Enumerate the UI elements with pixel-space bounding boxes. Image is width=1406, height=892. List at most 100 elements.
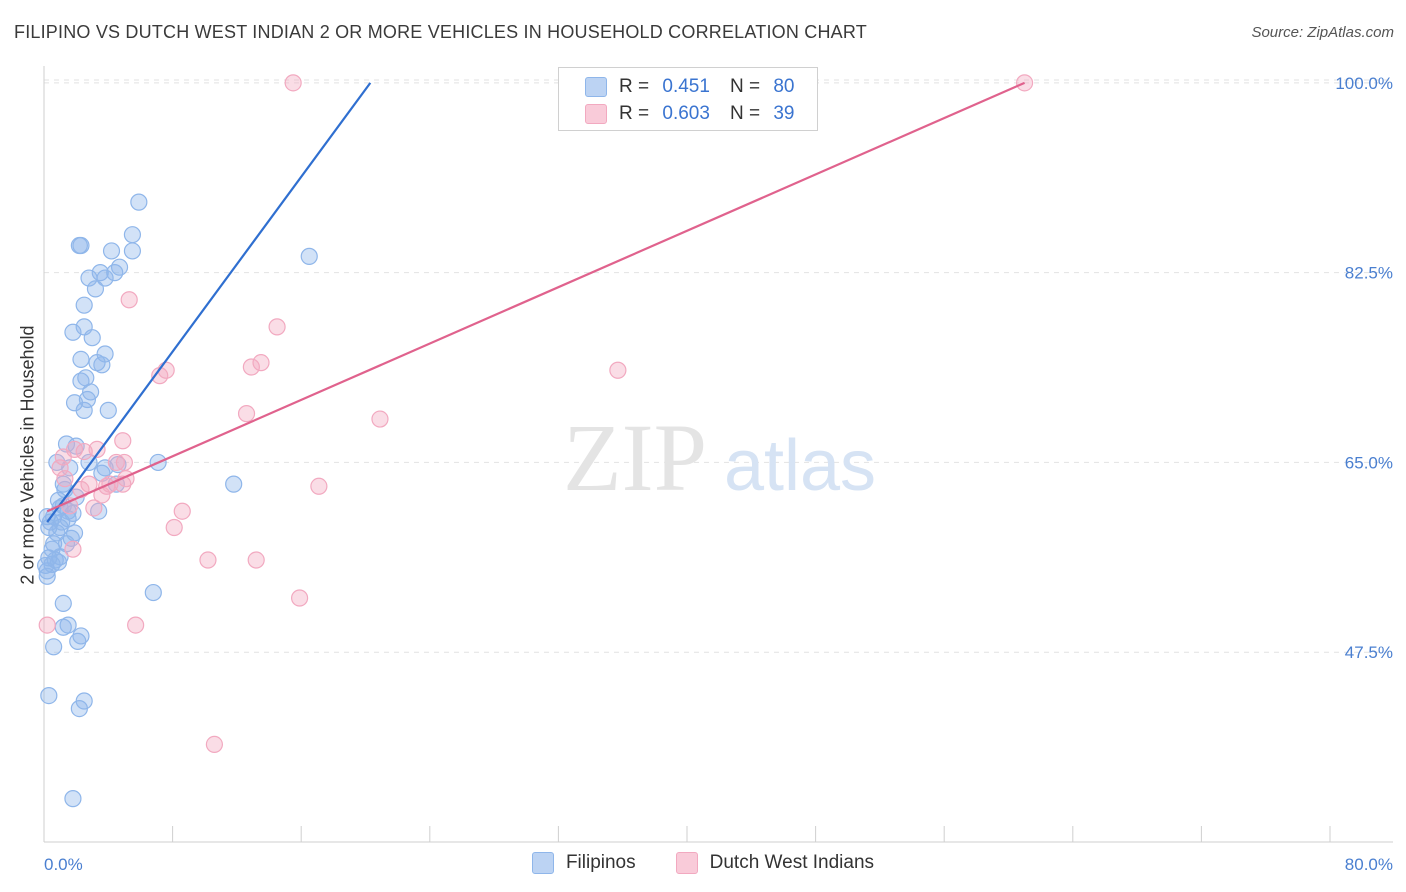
dutch-west-indian-point bbox=[64, 540, 82, 558]
dutch-west-indian-point bbox=[199, 551, 217, 569]
legend-swatch-dutch-west-indians bbox=[675, 852, 698, 874]
dutch-west-indian-point bbox=[310, 477, 328, 495]
dutch-west-indian-point bbox=[56, 470, 74, 488]
filipino-point bbox=[110, 258, 129, 276]
filipino-point bbox=[64, 323, 82, 341]
filipino-point bbox=[86, 280, 105, 298]
dutch-west-indian-point bbox=[371, 410, 389, 428]
filipino-point bbox=[64, 790, 82, 808]
dutch-west-indian-trend-line bbox=[46, 81, 1026, 513]
y-tick-label: 47.5% bbox=[1345, 643, 1393, 662]
filipino-point bbox=[45, 535, 63, 553]
legend-n-label: N = bbox=[729, 76, 761, 97]
filipino-point bbox=[300, 247, 318, 265]
filipino-point bbox=[54, 594, 72, 613]
dutch-west-indian-point bbox=[51, 459, 69, 477]
filipino-point bbox=[72, 236, 90, 255]
dutch-west-indian-point bbox=[268, 318, 286, 336]
dutch-west-indian-point bbox=[114, 432, 132, 450]
filipino-point bbox=[72, 372, 90, 390]
filipino-point bbox=[123, 242, 142, 260]
legend-r-label: R = bbox=[619, 103, 650, 124]
legend-swatch-filipinos bbox=[531, 852, 554, 874]
filipino-point bbox=[99, 401, 117, 419]
legend-r-value: 0.451 bbox=[662, 76, 710, 97]
dutch-west-indian-point bbox=[242, 358, 260, 376]
dutch-west-indian-point bbox=[247, 551, 265, 569]
filipino-point bbox=[106, 264, 124, 282]
dutch-west-indian-point bbox=[115, 453, 133, 472]
legend-label-dutch-west-indians: Dutch West Indians bbox=[709, 852, 875, 873]
filipino-point bbox=[123, 226, 142, 244]
trend-lines bbox=[46, 81, 1026, 523]
filipino-point bbox=[75, 401, 93, 419]
filipino-point bbox=[70, 700, 88, 718]
filipino-point bbox=[91, 264, 109, 282]
filipino-point bbox=[82, 383, 100, 401]
filipino-point bbox=[62, 529, 80, 547]
filipino-point bbox=[72, 627, 90, 645]
y-tick-label: 65.0% bbox=[1345, 453, 1393, 472]
filipino-point bbox=[225, 475, 243, 493]
dutch-west-indian-point bbox=[290, 589, 309, 607]
dutch-west-indian-point bbox=[85, 499, 103, 517]
axes bbox=[43, 66, 1393, 843]
legend-n-value: 80 bbox=[773, 76, 795, 97]
dutch-west-indian-point bbox=[173, 502, 191, 520]
dutch-west-indian-point bbox=[237, 405, 256, 423]
filipino-point bbox=[72, 350, 90, 368]
filipino-trend-line bbox=[46, 82, 372, 523]
dutch-west-indian-point bbox=[609, 361, 627, 379]
legend-item-dutch-west-indians[interactable]: Dutch West Indians bbox=[675, 852, 875, 874]
filipino-point bbox=[69, 632, 87, 650]
data-points bbox=[37, 74, 1034, 808]
filipino-point bbox=[130, 193, 148, 211]
filipino-point bbox=[96, 345, 114, 363]
x-tick-label: 0.0% bbox=[44, 855, 83, 874]
dutch-west-indian-point bbox=[127, 616, 145, 634]
filipino-point bbox=[75, 296, 93, 314]
filipino-point bbox=[93, 356, 111, 374]
chart-title: FILIPINO VS DUTCH WEST INDIAN 2 OR MORE … bbox=[14, 22, 867, 42]
filipino-point bbox=[80, 269, 98, 287]
series-legend: Filipinos Dutch West Indians bbox=[0, 852, 1406, 874]
filipino-point bbox=[38, 562, 56, 580]
y-tick-label: 100.0% bbox=[1335, 74, 1393, 93]
dutch-west-indian-point bbox=[157, 361, 175, 379]
filipino-point bbox=[102, 242, 121, 260]
legend-r-value: 0.603 bbox=[662, 103, 710, 124]
legend-label-filipinos: Filipinos bbox=[565, 852, 636, 873]
dutch-west-indian-point bbox=[252, 354, 270, 372]
filipino-point bbox=[59, 510, 77, 528]
filipino-point bbox=[54, 618, 72, 636]
legend-swatch-filipinos bbox=[585, 77, 607, 97]
filipino-point bbox=[40, 686, 58, 705]
dutch-west-indian-point bbox=[120, 291, 138, 309]
filipino-point bbox=[38, 508, 56, 526]
legend-row-dutch-west-indians: R = 0.603 N = 39 bbox=[585, 102, 794, 126]
y-tick-label: 82.5% bbox=[1345, 264, 1393, 283]
legend-r-label: R = bbox=[619, 76, 650, 97]
legend-row-filipinos: R = 0.451 N = 80 bbox=[585, 75, 794, 99]
legend-n-label: N = bbox=[729, 103, 761, 124]
x-tick-label: 80.0% bbox=[1345, 855, 1393, 874]
legend-swatch-dutch-west-indians bbox=[585, 104, 607, 124]
dutch-west-indian-point bbox=[88, 440, 106, 459]
stats-legend: R = 0.451 N = 80 R = 0.603 N = 39 bbox=[558, 67, 818, 131]
tick-labels: 47.5% 65.0% 82.5% 100.0% 0.0% 80.0% bbox=[44, 74, 1393, 874]
filipino-point bbox=[49, 553, 68, 571]
legend-n-value: 39 bbox=[773, 103, 795, 124]
legend-item-filipinos[interactable]: Filipinos bbox=[531, 852, 636, 874]
filipino-point bbox=[45, 638, 63, 656]
watermark-atlas: atlas bbox=[724, 426, 876, 506]
filipino-point bbox=[61, 459, 79, 477]
filipino-point bbox=[144, 583, 162, 602]
dutch-west-indian-point bbox=[205, 735, 223, 753]
filipino-point bbox=[96, 459, 114, 477]
source-label: Source: ZipAtlas.com bbox=[1251, 24, 1394, 41]
dutch-west-indian-point bbox=[38, 616, 56, 634]
dutch-west-indian-point bbox=[75, 442, 93, 461]
dutch-west-indian-point bbox=[165, 518, 183, 537]
watermark-zip: ZIP bbox=[563, 404, 707, 511]
